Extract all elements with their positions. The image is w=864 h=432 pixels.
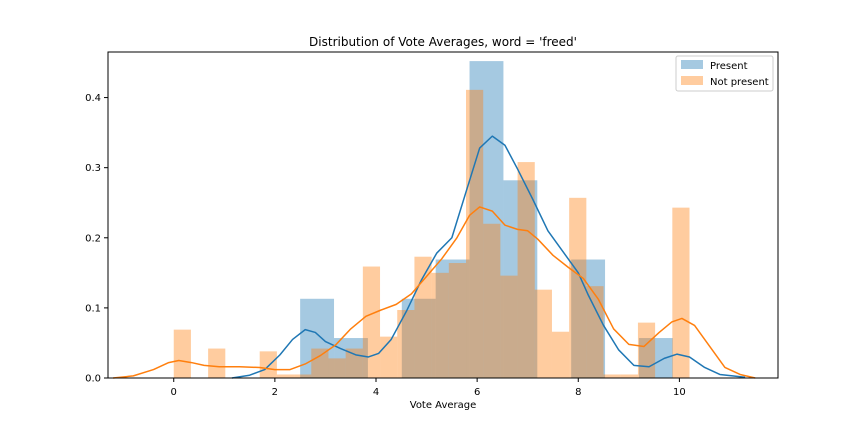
x-tick-label: 8 (575, 387, 581, 398)
bar-not-present (586, 286, 604, 378)
bar-not-present (311, 348, 329, 378)
bar-not-present (173, 329, 191, 378)
legend-swatch-present (681, 60, 703, 69)
x-tick-label: 6 (474, 387, 480, 398)
bar-present (469, 61, 504, 379)
bar-present (503, 180, 538, 378)
chart-title: Distribution of Vote Averages, word = 'f… (309, 35, 577, 49)
plot-frame (107, 51, 779, 379)
x-tick-label: 0 (171, 387, 177, 398)
x-tick-label: 2 (272, 387, 278, 398)
bar-present (401, 298, 436, 378)
bars-not-present (173, 89, 690, 379)
bar-present (435, 259, 470, 378)
bar-not-present (431, 272, 449, 378)
legend-label-not-present: Not present (710, 77, 769, 88)
bar-not-present (328, 358, 346, 378)
kde-line-present (231, 135, 746, 379)
y-tick-label: 0.3 (85, 163, 101, 174)
legend-box (675, 55, 774, 92)
y-tick-label: 0.2 (85, 233, 101, 244)
bar-present (334, 338, 368, 378)
bar-not-present (500, 275, 518, 378)
bar-not-present (637, 322, 656, 378)
kde-lines (112, 135, 756, 379)
bar-not-present (672, 207, 690, 378)
bar-not-present (534, 289, 552, 378)
bar-not-present (448, 263, 467, 378)
y-tick-label: 0.1 (85, 303, 101, 314)
y-tick-label: 0.4 (85, 93, 101, 104)
bar-not-present (414, 256, 432, 378)
legend: Present Not present (675, 55, 774, 92)
bar-not-present (483, 223, 501, 378)
bar-not-present (276, 374, 295, 378)
bar-not-present (551, 331, 570, 378)
bar-not-present (603, 374, 621, 378)
bar-not-present (345, 348, 363, 378)
legend-label-present: Present (710, 61, 748, 72)
bar-not-present (569, 197, 587, 378)
bar-not-present (466, 89, 484, 379)
bar-not-present (362, 266, 381, 378)
kde-line-not-present (112, 206, 756, 379)
x-axis: 0 2 4 6 8 10 (171, 378, 686, 398)
bar-not-present (517, 162, 535, 378)
bars-present (300, 61, 673, 379)
bar-not-present (208, 348, 226, 378)
bar-present (300, 298, 335, 378)
x-tick-label: 10 (673, 387, 686, 398)
legend-swatch-not-present (681, 76, 703, 85)
bar-not-present (620, 374, 638, 378)
y-axis: 0.0 0.1 0.2 0.3 0.4 (85, 93, 108, 385)
bar-not-present (259, 351, 277, 378)
bar-not-present (294, 374, 312, 378)
x-axis-label: Vote Average (410, 400, 477, 411)
bar-not-present (397, 310, 415, 378)
x-tick-label: 4 (373, 387, 379, 398)
y-tick-label: 0.0 (85, 374, 101, 385)
